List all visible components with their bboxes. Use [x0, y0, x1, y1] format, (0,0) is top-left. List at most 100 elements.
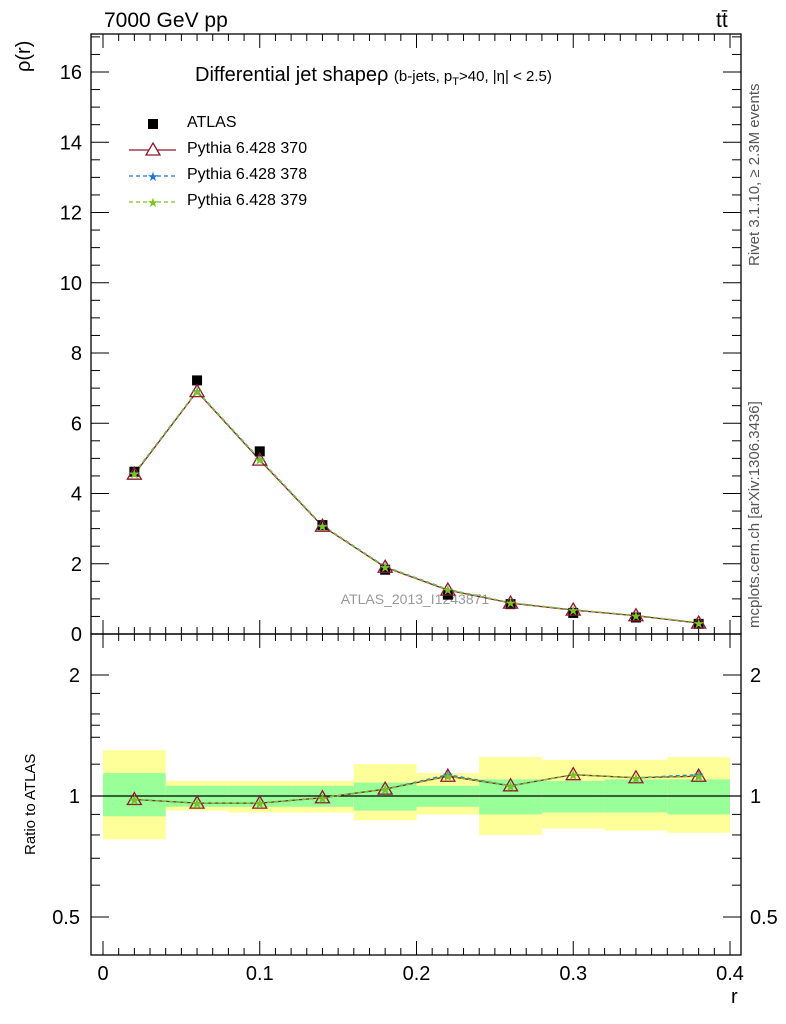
legend-triangle-marker	[129, 141, 176, 156]
data-point-star: ★	[317, 520, 329, 535]
data-point-square	[254, 446, 265, 457]
data-point-triangle	[439, 767, 456, 782]
series-line-pythia-378	[133, 389, 699, 624]
data-point-triangle	[377, 780, 394, 795]
ratio-panel: 0 0.1 0.2 0.3 0.40.5 0.51 12 2★ ★ ★ ★★★★★ ★ ★★ ★ ★ ★★★★…	[52, 633, 778, 985]
data-point-triangle	[439, 581, 456, 596]
data-point-star: ★	[379, 561, 391, 576]
data-point-star: ★	[442, 584, 454, 599]
data-point-star: ★	[567, 769, 579, 784]
chart-title: Differential jet shapeρ (b-jets, pT>40, …	[195, 64, 552, 88]
data-point-star: ★	[505, 597, 517, 612]
y-tick-label: 14	[60, 132, 82, 154]
data-point-star: ★	[191, 797, 203, 812]
data-point-star: ★	[630, 609, 642, 624]
data-point-star: ★	[254, 797, 266, 812]
data-point-square	[693, 618, 704, 629]
y-tick-label: 16	[60, 62, 82, 84]
data-point-triangle	[565, 601, 582, 616]
ratio-y-tick-label: 0.5	[52, 907, 80, 929]
series-line-pythia-379	[133, 390, 699, 624]
data-point-star: ★	[317, 519, 329, 534]
energy-label: 7000 GeV pp	[104, 9, 228, 32]
data-point-star: ★	[317, 792, 329, 807]
data-point-star: ★	[567, 769, 579, 784]
legend-square-marker	[148, 119, 158, 129]
svg-text:★: ★	[147, 196, 159, 211]
data-point-star: ★	[191, 385, 203, 400]
y-tick-label: 10	[60, 273, 82, 295]
data-point-star: ★	[191, 797, 203, 812]
ratio-frame	[90, 633, 742, 956]
data-point-triangle	[690, 614, 707, 629]
mcplots-label: mcplots.cern.ch [arXiv:1306.3436]	[746, 401, 763, 628]
data-point-star: ★	[630, 772, 642, 787]
legend-star-marker: ★	[129, 170, 176, 185]
legend-label: Pythia 6.428 379	[187, 192, 308, 209]
x-tick-label: 0	[97, 963, 108, 985]
data-point-star: ★	[567, 604, 579, 619]
uncertainty-band-stat	[541, 780, 605, 813]
data-point-star: ★	[442, 770, 454, 785]
data-point-square	[568, 607, 579, 618]
data-point-star: ★	[129, 467, 141, 482]
rivet-version-label: Rivet 3.1.10, ≥ 2.3M events	[746, 83, 763, 267]
data-point-square	[505, 599, 516, 610]
y-tick-label: 4	[71, 484, 82, 506]
ratio-y-tick-label-right: 1	[750, 786, 761, 808]
y-tick-label: 12	[60, 203, 82, 225]
y-tick-label: 8	[71, 343, 82, 365]
data-point-star: ★	[630, 772, 642, 787]
ratio-y-tick-label: 2	[69, 665, 80, 687]
uncertainty-band-stat	[667, 779, 730, 815]
x-tick-label: 0.2	[403, 963, 431, 985]
legend-star-marker: ★	[129, 196, 176, 211]
data-point-star: ★	[505, 780, 517, 795]
data-point-triangle	[188, 383, 206, 398]
chart-title-sub: (b-jets, pT>40, |η| < 2.5)	[393, 68, 552, 88]
chart-title-main: Differential jet shapeρ	[195, 64, 389, 86]
data-point-triangle	[126, 465, 143, 480]
x-axis-label: r	[731, 986, 738, 1008]
data-point-star: ★	[129, 467, 141, 482]
x-tick-label: 0.4	[716, 963, 744, 985]
data-point-star: ★	[693, 769, 705, 784]
ratio-y-tick-label-right: 2	[750, 665, 761, 687]
legend-label: Pythia 6.428 370	[187, 140, 308, 157]
data-point-triangle	[627, 769, 645, 784]
data-point-triangle	[251, 451, 268, 466]
ratio-y-tick-label: 1	[69, 786, 80, 808]
y-tick-label: 0	[71, 624, 82, 646]
data-point-square	[129, 466, 140, 477]
data-point-star: ★	[505, 780, 517, 795]
data-point-square	[630, 612, 641, 623]
ratio-y-tick-label-right: 0.5	[750, 907, 778, 929]
data-point-star: ★	[191, 385, 203, 400]
data-point-star: ★	[379, 783, 391, 798]
data-point-triangle	[314, 789, 331, 804]
legend-label: ATLAS	[187, 114, 237, 131]
data-point-star: ★	[254, 453, 266, 468]
data-point-star: ★	[254, 797, 266, 812]
data-point-triangle	[502, 594, 519, 609]
ratio-y-axis-label: Ratio to ATLAS	[22, 753, 39, 855]
data-point-triangle	[126, 791, 143, 806]
y-tick-label: 2	[71, 554, 82, 576]
data-point-star: ★	[567, 604, 579, 619]
data-point-triangle	[314, 517, 331, 532]
y-tick-label: 6	[71, 413, 82, 435]
x-tick-label: 0.1	[246, 963, 274, 985]
data-point-star: ★	[442, 769, 454, 784]
data-point-triangle	[565, 766, 582, 781]
x-tick-label: 0.3	[559, 963, 587, 985]
data-point-triangle	[188, 794, 206, 809]
data-point-star: ★	[630, 609, 642, 624]
uncertainty-band-stat	[103, 773, 166, 817]
data-point-star: ★	[693, 617, 705, 632]
data-point-star: ★	[505, 597, 517, 612]
svg-text:★: ★	[147, 170, 159, 185]
data-point-star: ★	[693, 770, 705, 785]
series-line-pythia-370	[133, 390, 699, 624]
data-point-triangle	[502, 777, 519, 792]
